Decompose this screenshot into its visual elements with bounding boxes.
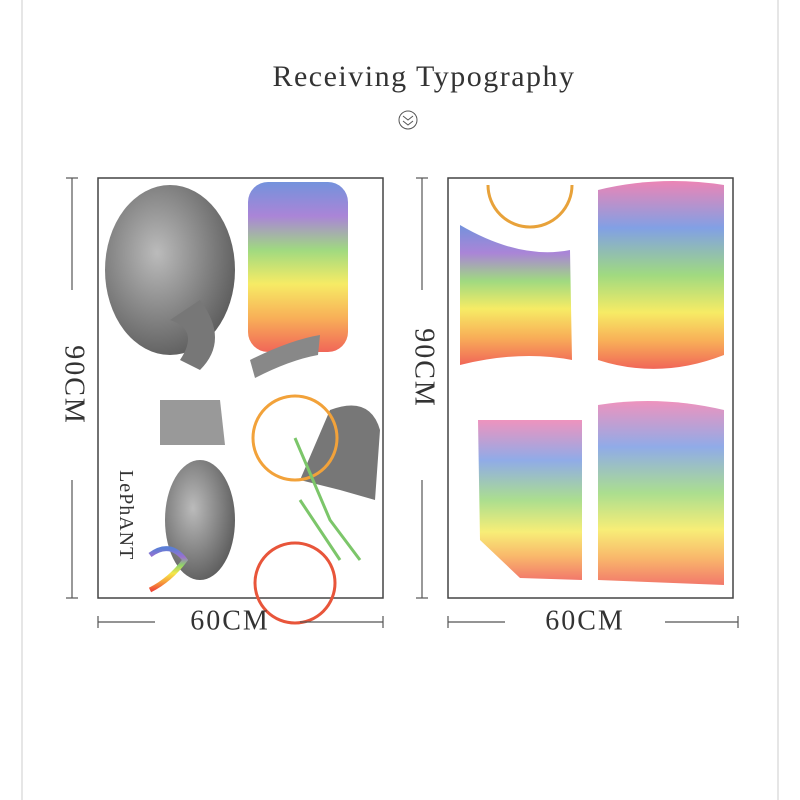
width-label: 60CM — [545, 605, 625, 636]
sticker-sheet: LePhANT — [97, 177, 384, 625]
height-label: 90CM — [409, 328, 440, 408]
dimension-width: 60CM — [447, 605, 739, 636]
sticker-sheet — [447, 177, 734, 599]
dimension-height: 90CM — [409, 177, 440, 599]
dimension-width: 60CM — [97, 605, 384, 636]
title: Receiving Typography — [272, 60, 575, 93]
chevron-icon — [398, 110, 418, 130]
dimension-height: 90CM — [59, 177, 90, 599]
height-label: 90CM — [59, 345, 90, 425]
width-label: 60CM — [190, 605, 270, 636]
sticker-text: LePhANT — [115, 470, 137, 560]
